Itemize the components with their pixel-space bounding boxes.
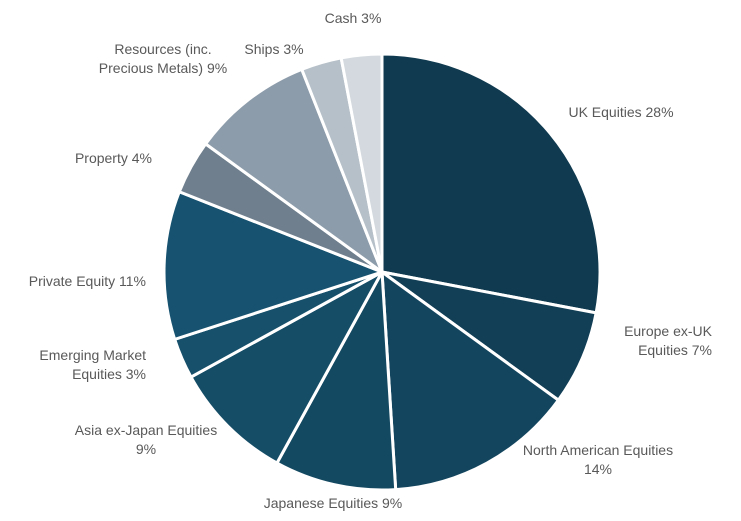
pie-label-line: UK Equities 28% xyxy=(568,104,673,120)
pie-slice-asia-ex-japan-equities xyxy=(189,270,384,465)
pie-label-cash: Cash 3% xyxy=(325,10,382,26)
pie-label-line: Property 4% xyxy=(75,150,152,166)
pie-label-line: Resources (inc. xyxy=(114,41,211,57)
pie-slice-japanese-equities xyxy=(275,270,398,492)
pie-label-uk-equities: UK Equities 28% xyxy=(568,104,673,120)
pie-slice-private-equity xyxy=(162,190,384,341)
pie-label-ships: Ships 3% xyxy=(244,41,303,57)
pie-labels: UK Equities 28% Europe ex-UK Equities 7% No… xyxy=(29,10,713,511)
pie-label-resources-inc-precious-metals: Resources (inc. Precious Metals) 9% xyxy=(99,41,227,76)
pie-label-property: Property 4% xyxy=(75,150,152,166)
pie-label-line: Precious Metals) 9% xyxy=(99,60,227,76)
pie-label-japanese-equities: Japanese Equities 9% xyxy=(264,495,403,511)
pie-label-line: North American Equities xyxy=(523,442,673,458)
pie-label-line: 14% xyxy=(584,461,612,477)
pie-label-line: Europe ex-UK xyxy=(624,323,713,339)
pie-label-line: Asia ex-Japan Equities xyxy=(75,422,217,438)
pie-label-line: Equities 7% xyxy=(638,342,712,358)
pie-label-line: Emerging Market xyxy=(39,347,146,363)
pie-label-line: Cash 3% xyxy=(325,10,382,26)
pie-slices xyxy=(162,52,602,492)
pie-slice-uk-equities xyxy=(380,52,602,315)
pie-label-line: Private Equity 11% xyxy=(29,273,146,289)
pie-slice-cash xyxy=(339,52,384,274)
pie-label-emerging-market-equities: Emerging Market Equities 3% xyxy=(39,347,146,382)
pie-label-north-american-equities: North American Equities 14% xyxy=(523,442,673,477)
pie-label-private-equity: Private Equity 11% xyxy=(29,273,146,289)
pie-label-asia-ex-japan-equities: Asia ex-Japan Equities 9% xyxy=(75,422,217,457)
pie-label-europe-ex-uk-equities: Europe ex-UK Equities 7% xyxy=(624,323,713,358)
pie-label-line: Ships 3% xyxy=(244,41,303,57)
pie-slice-resources-inc-precious-metals xyxy=(204,67,384,274)
pie-slice-north-american-equities xyxy=(380,270,560,492)
pie-label-line: 9% xyxy=(136,441,156,457)
pie-label-line: Japanese Equities 9% xyxy=(264,495,403,511)
pie-label-line: Equities 3% xyxy=(72,366,146,382)
